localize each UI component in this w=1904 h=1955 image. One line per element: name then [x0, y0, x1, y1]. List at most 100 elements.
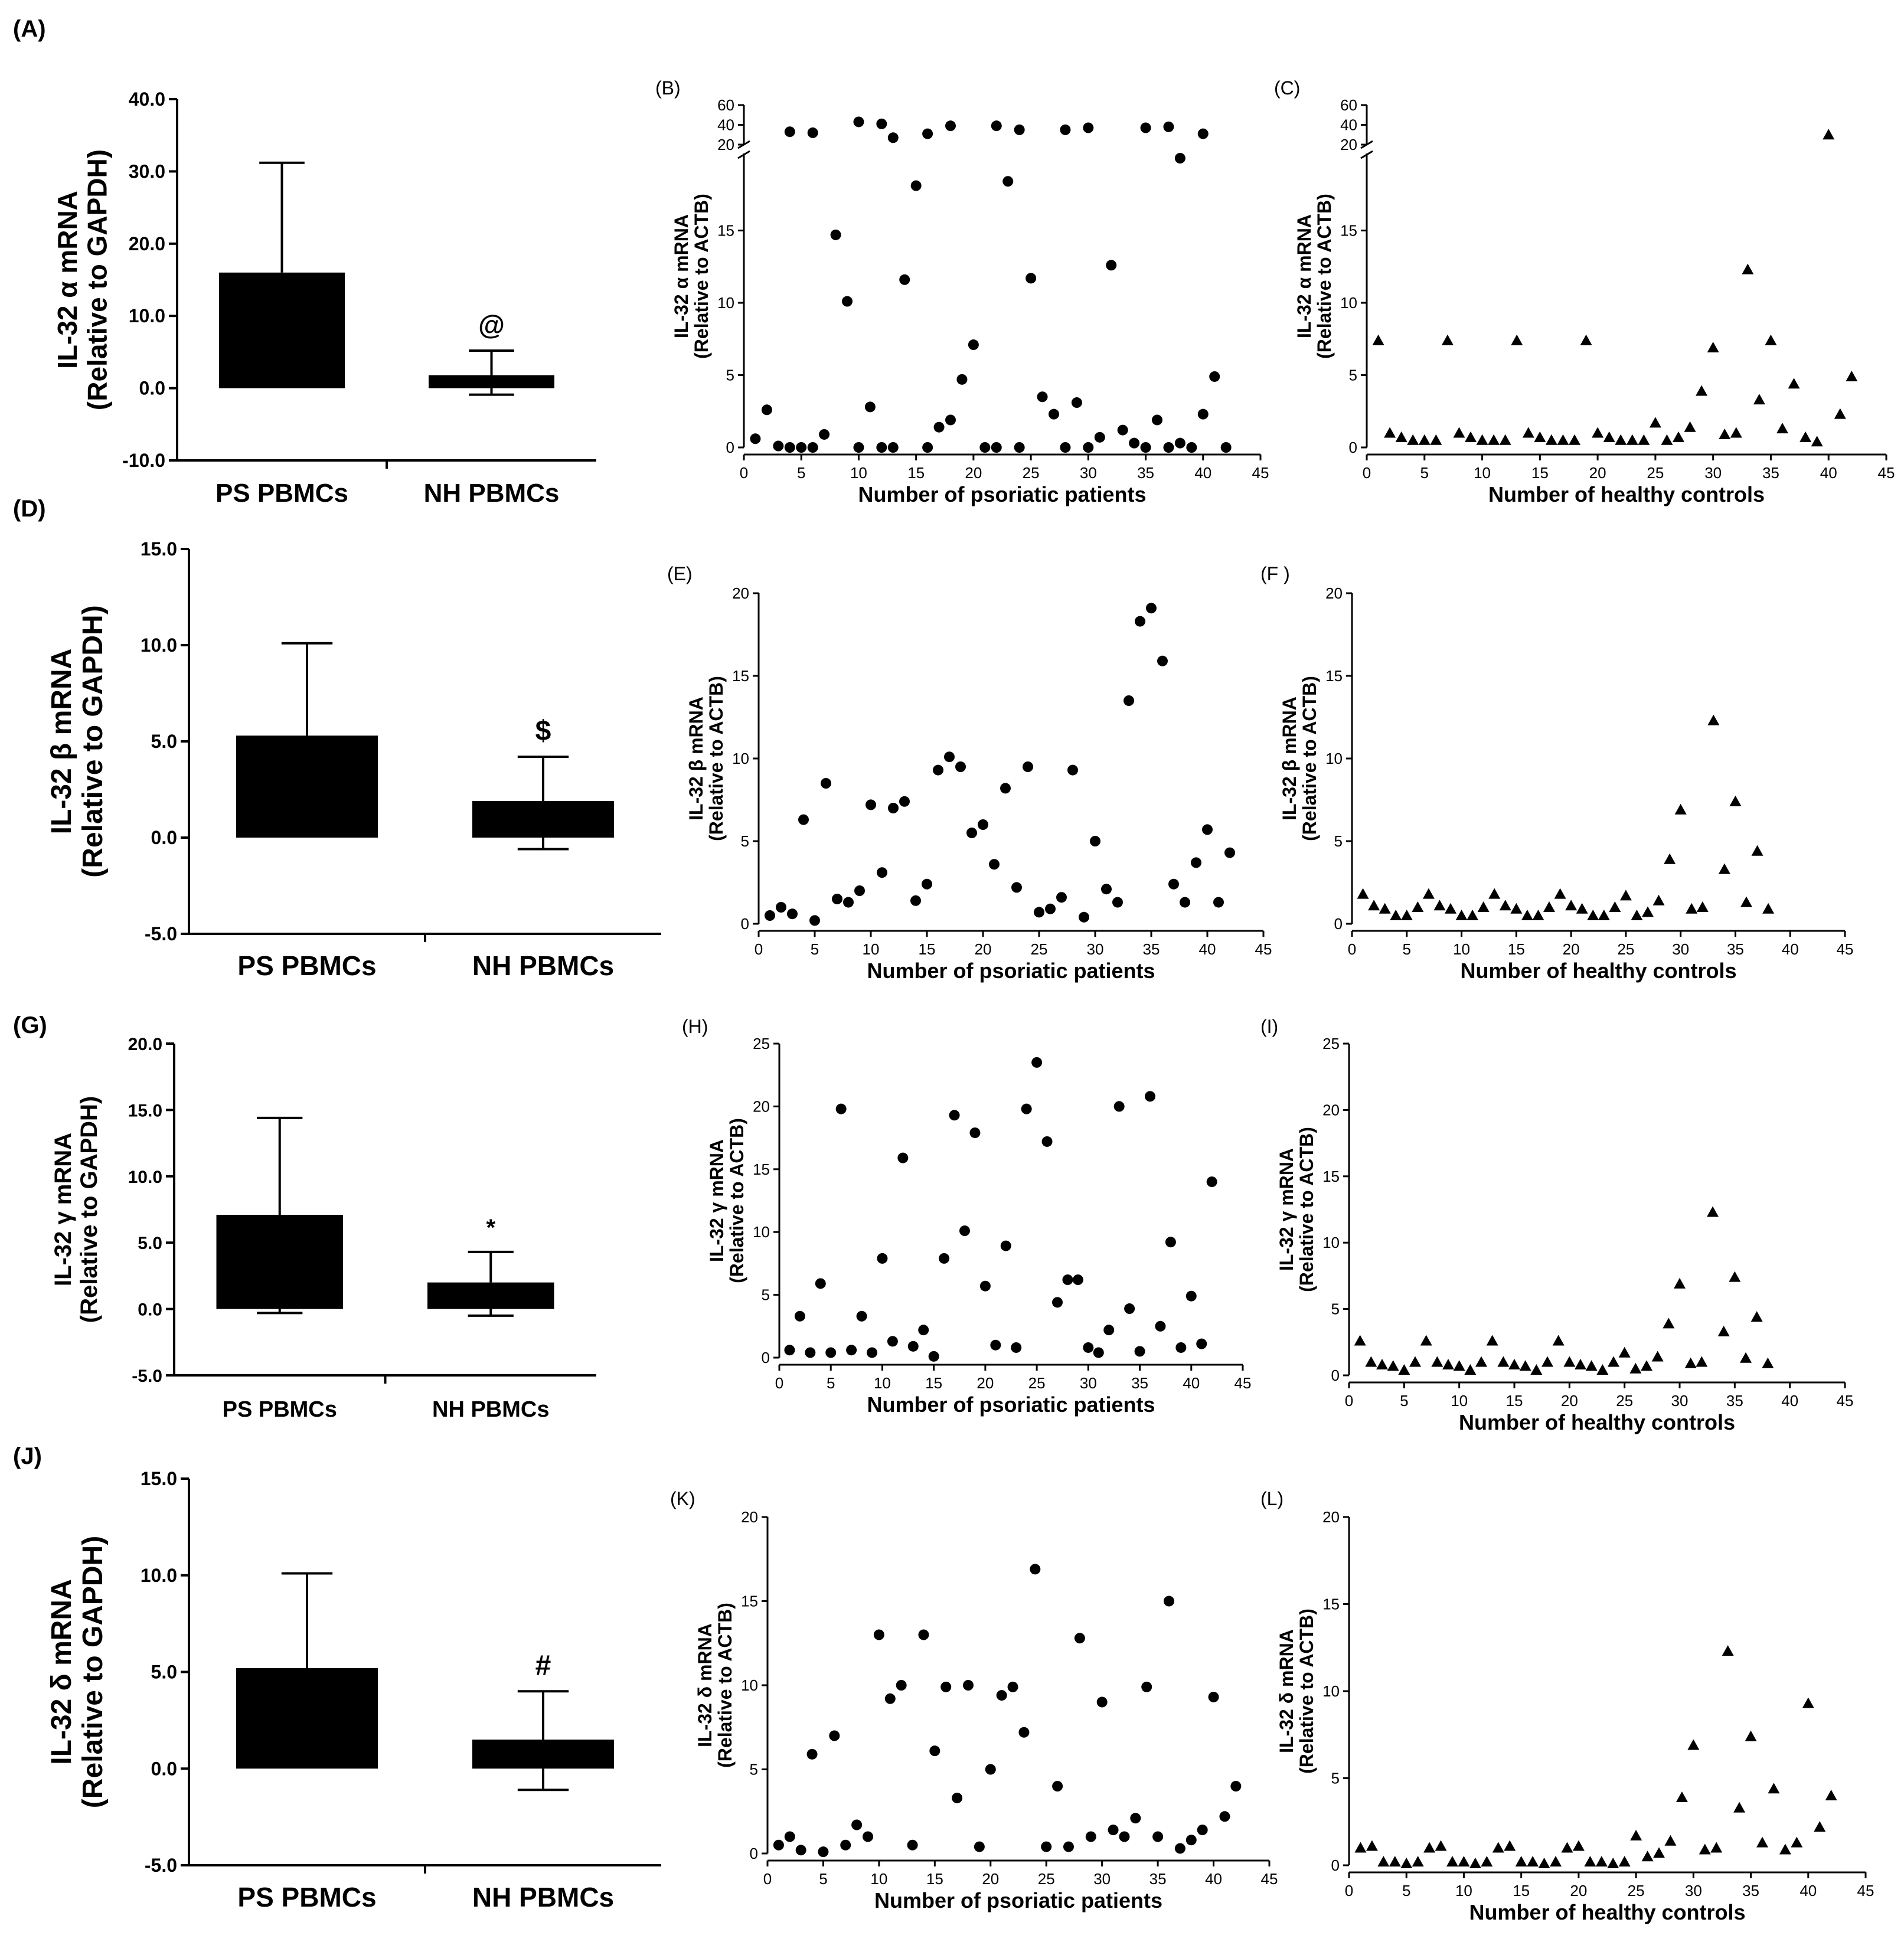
- data-point: [1740, 1352, 1752, 1363]
- y-axis-label: IL-32 δ mRNA: [46, 1579, 77, 1764]
- data-point: [989, 859, 1000, 870]
- data-point: [1135, 616, 1145, 627]
- y-tick-label: -5.0: [145, 923, 177, 944]
- data-point: [1108, 1825, 1119, 1836]
- y-tick-label: 10: [1340, 294, 1357, 312]
- category-label: PS PBMCs: [215, 479, 348, 508]
- data-point: [1197, 128, 1209, 139]
- data-point: [1130, 1813, 1141, 1824]
- data-point: [1476, 434, 1488, 445]
- data-point: [807, 442, 818, 453]
- x-tick-label: 45: [1878, 464, 1895, 482]
- data-point: [1071, 397, 1082, 408]
- y-axis-label: (Relative to GAPDH): [82, 149, 113, 410]
- y-tick-label: 5: [726, 367, 734, 384]
- data-point: [1445, 903, 1456, 914]
- x-tick-label: 40: [1183, 1374, 1200, 1392]
- data-point: [863, 1831, 873, 1842]
- data-point: [1056, 892, 1067, 903]
- data-point: [1699, 1843, 1711, 1855]
- x-tick-label: 25: [1031, 940, 1048, 958]
- axis-break: [737, 150, 750, 159]
- data-point: [940, 1681, 952, 1692]
- x-tick-label: 10: [1474, 464, 1491, 482]
- panel-label: (L): [1260, 1488, 1284, 1509]
- data-point: [1174, 1843, 1185, 1854]
- y-axis-label: IL-32 β mRNA: [685, 697, 707, 820]
- x-tick-label: 25: [1038, 1870, 1055, 1888]
- data-point: [787, 908, 798, 920]
- data-point: [1707, 1206, 1719, 1217]
- data-point: [1762, 903, 1775, 914]
- data-point: [1696, 385, 1708, 396]
- data-point: [1592, 427, 1604, 438]
- x-tick-label: 15: [919, 940, 936, 958]
- data-point: [1492, 1842, 1504, 1853]
- x-tick-label: 25: [1023, 464, 1040, 482]
- data-point: [1522, 427, 1534, 438]
- data-point: [794, 1310, 805, 1322]
- data-point: [1420, 1335, 1432, 1346]
- data-point: [1002, 176, 1014, 187]
- data-point: [1521, 910, 1533, 920]
- data-point: [1802, 1697, 1814, 1708]
- panel-label: (J): [13, 1443, 42, 1469]
- data-point: [1475, 1356, 1487, 1367]
- data-point: [1641, 1851, 1654, 1862]
- data-point: [910, 180, 922, 191]
- data-point: [1499, 900, 1511, 911]
- x-tick-label: 5: [1402, 1882, 1410, 1900]
- data-point: [974, 1841, 985, 1852]
- data-point: [1674, 1277, 1686, 1289]
- y-axis-label: (Relative to ACTB): [1314, 194, 1335, 359]
- data-point: [832, 894, 842, 904]
- y-tick-label: 20: [753, 1097, 770, 1115]
- data-point: [1674, 803, 1687, 815]
- data-point: [1041, 1136, 1053, 1147]
- data-point: [1572, 1840, 1585, 1851]
- y-tick-label: 10.0: [129, 305, 165, 326]
- data-point: [1545, 434, 1557, 445]
- y-axis-label: IL-32 β mRNA: [46, 649, 77, 835]
- data-point: [922, 878, 932, 890]
- data-point: [918, 1629, 929, 1640]
- data-point: [1834, 408, 1846, 419]
- y-tick-label: 20.0: [128, 1035, 162, 1054]
- y-tick-label: 10: [753, 1223, 770, 1241]
- panel-label: (E): [667, 563, 693, 584]
- data-point: [1511, 334, 1523, 345]
- y-tick-label: 15: [753, 1160, 770, 1178]
- y-tick-label: 0.0: [151, 827, 177, 848]
- data-point: [979, 442, 991, 453]
- data-point: [1155, 1320, 1166, 1332]
- data-point: [1619, 890, 1632, 901]
- data-point: [944, 751, 955, 763]
- data-point: [876, 442, 887, 453]
- data-point: [1631, 910, 1643, 920]
- data-point: [1230, 1781, 1242, 1791]
- y-tick-label: 20.0: [129, 233, 165, 254]
- data-point: [1684, 421, 1696, 432]
- data-point: [1101, 884, 1112, 895]
- data-point: [1431, 1356, 1443, 1367]
- data-point: [784, 1345, 795, 1356]
- y-tick-label: 60: [717, 96, 734, 114]
- data-point: [956, 374, 968, 385]
- category-label: PS PBMCs: [237, 950, 376, 981]
- data-point: [807, 127, 818, 138]
- data-point: [1119, 1831, 1130, 1842]
- x-tick-label: 5: [1403, 940, 1411, 958]
- data-point: [1519, 1360, 1531, 1371]
- y-tick-label: 10: [1325, 750, 1343, 767]
- x-tick-label: 15: [1508, 940, 1525, 958]
- data-point: [765, 910, 775, 921]
- data-point: [1093, 1347, 1104, 1358]
- data-point: [829, 1730, 840, 1741]
- category-label: NH PBMCs: [472, 1882, 614, 1912]
- data-point: [1412, 901, 1424, 912]
- data-point: [1220, 442, 1232, 453]
- data-point: [1357, 888, 1369, 899]
- data-point: [1488, 888, 1501, 899]
- y-tick-label: 10: [732, 750, 749, 767]
- data-point: [1733, 1802, 1746, 1813]
